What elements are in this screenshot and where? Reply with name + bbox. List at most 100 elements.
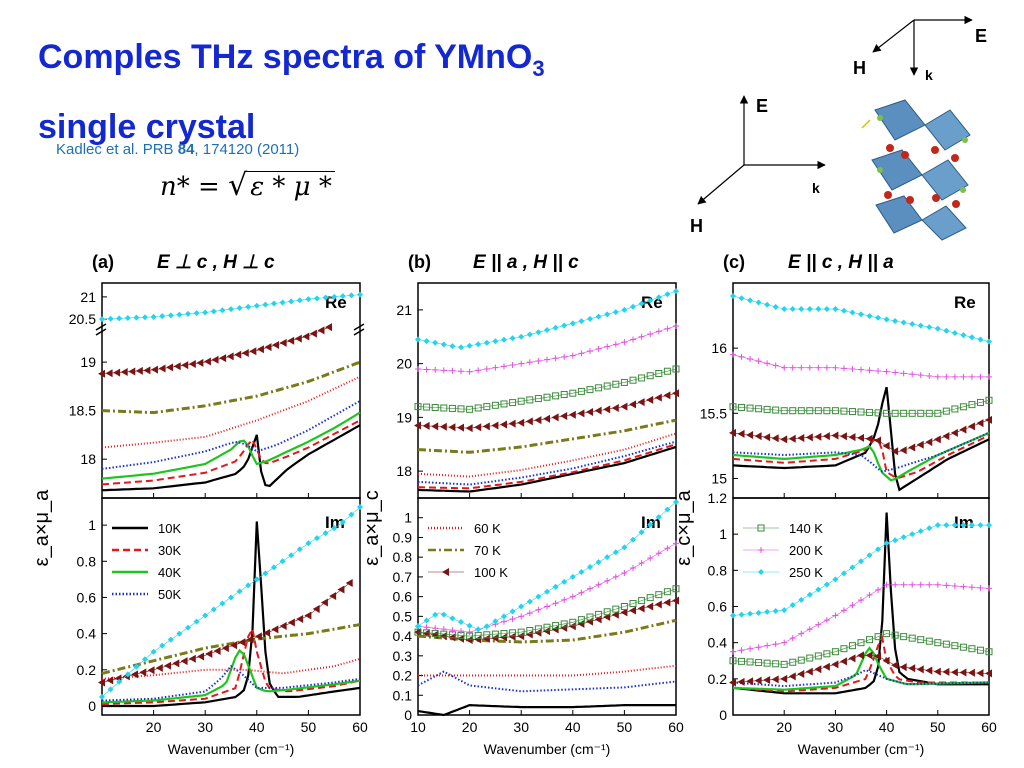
y-tick-label: 1	[88, 517, 96, 533]
data-point	[246, 635, 254, 644]
series-line	[101, 657, 361, 680]
y-tick-label: 0.9	[393, 529, 413, 545]
data-point	[637, 604, 645, 613]
slide-title: Comples THz spectra of YMnO3 single cryst…	[38, 28, 678, 156]
series-40k	[732, 431, 990, 482]
y-tick-label: 0.4	[393, 628, 413, 644]
data-point	[789, 658, 797, 666]
data-point	[630, 565, 636, 572]
data-point	[142, 314, 148, 321]
data-point	[329, 592, 337, 601]
data-point	[210, 606, 217, 613]
series-60k	[418, 664, 677, 677]
data-point	[133, 663, 140, 670]
data-point	[492, 338, 499, 345]
data-point	[934, 409, 942, 417]
data-point	[188, 654, 196, 663]
data-point	[483, 623, 490, 630]
data-point	[263, 628, 271, 637]
data-point	[814, 665, 822, 674]
data-point	[840, 607, 847, 614]
data-point	[526, 396, 534, 404]
data-point	[612, 549, 619, 556]
data-point	[150, 648, 157, 655]
y-tick-label: 0.6	[708, 599, 728, 615]
legend-label: 250 K	[789, 565, 823, 580]
data-point	[647, 331, 654, 338]
data-point	[908, 409, 916, 417]
data-point	[831, 648, 839, 656]
data-point	[458, 628, 464, 635]
data-point	[738, 647, 745, 654]
data-point	[466, 342, 473, 349]
data-point	[551, 413, 559, 422]
data-point	[926, 324, 933, 331]
data-point	[525, 417, 533, 426]
data-point	[271, 564, 277, 571]
data-point	[638, 300, 645, 307]
data-point	[848, 642, 856, 650]
data-point	[977, 373, 984, 380]
data-point	[491, 630, 499, 638]
data-point	[968, 584, 975, 591]
y-tick-label: 0.4	[708, 635, 728, 651]
data-point	[764, 608, 771, 615]
data-point	[849, 564, 856, 571]
data-point	[620, 608, 628, 617]
data-point	[314, 535, 320, 542]
data-point	[449, 343, 456, 350]
data-point	[985, 415, 992, 424]
data-point	[797, 434, 805, 443]
data-point	[629, 376, 637, 384]
data-point	[620, 603, 628, 610]
data-point	[577, 409, 585, 418]
legend-label: 40K	[158, 565, 181, 580]
data-point	[942, 667, 950, 676]
chart-panel-1: (a) E ⊥ c , H ⊥ c 18 18.5 19 20.5 21 Re 20 30 40 50…	[31, 252, 368, 757]
data-point	[772, 660, 780, 668]
data-point	[131, 670, 139, 679]
data-point	[620, 402, 628, 411]
series-line	[101, 419, 361, 486]
data-point	[577, 387, 585, 395]
data-point	[960, 583, 967, 590]
data-point	[483, 631, 491, 639]
data-point	[738, 295, 745, 302]
data-point	[959, 403, 967, 411]
data-point	[604, 554, 611, 561]
legend-label: 10K	[158, 521, 181, 536]
data-point	[832, 364, 839, 371]
data-point	[508, 419, 516, 428]
data-point	[908, 443, 916, 452]
data-point	[664, 506, 671, 513]
data-point	[621, 569, 628, 576]
data-point	[917, 581, 924, 588]
data-point	[780, 660, 788, 668]
data-point	[449, 367, 456, 374]
data-point	[977, 336, 984, 343]
x-tick-label: 20	[146, 719, 162, 735]
series-200k	[730, 351, 992, 380]
data-point	[440, 626, 447, 633]
data-point	[107, 315, 114, 322]
data-point	[236, 588, 243, 595]
y-axis-title: ε_a×μ_c	[361, 490, 383, 566]
y-tick-label: 21	[396, 302, 412, 318]
data-point	[638, 529, 645, 536]
data-point	[968, 522, 975, 529]
formula-lhs: n* =	[160, 172, 229, 202]
data-point	[185, 624, 191, 631]
data-point	[241, 348, 249, 357]
data-point	[491, 421, 499, 430]
data-point	[815, 306, 822, 313]
data-point	[193, 310, 200, 317]
data-point	[951, 373, 958, 380]
data-point	[491, 634, 499, 643]
data-point	[202, 612, 209, 619]
data-point	[587, 315, 593, 322]
series-40k	[101, 411, 361, 480]
data-point	[798, 630, 805, 637]
data-point	[534, 416, 542, 425]
series-250k	[730, 522, 992, 619]
data-point	[133, 314, 140, 321]
